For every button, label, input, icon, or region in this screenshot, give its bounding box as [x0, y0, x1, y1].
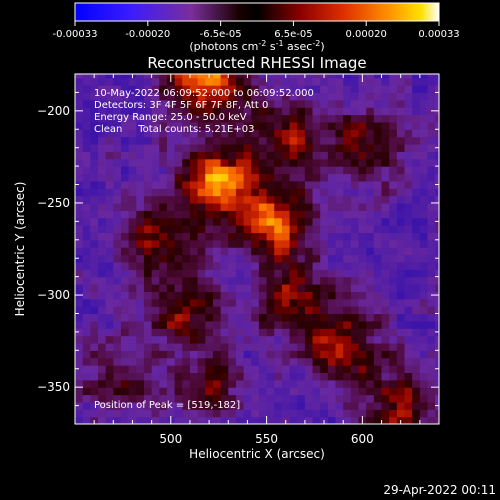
x-tick-label: 550 [255, 432, 278, 446]
annotation-detectors: Detectors: 3F 4F 5F 6F 7F 8F, Att 0 [94, 100, 268, 111]
annotation-clean: Clean Total counts: 5.21E+03 [94, 124, 254, 135]
colorbar-ticks: -0.00033 -0.00020 -6.5e-05 6.5e-05 0.00020 0.… [53, 21, 460, 40]
y-tick-label: −200 [37, 104, 70, 118]
heatmap-image [75, 74, 439, 424]
y-axis: −200 −250 −300 −350 [37, 73, 439, 407]
plot-frame [74, 73, 440, 425]
peak-position-label: Position of Peak = [519,-182] [94, 400, 240, 411]
x-axis: 500 550 600 [93, 74, 440, 446]
y-axis-label: Heliocentric Y (arcsec) [13, 182, 27, 317]
annotation-energy: Energy Range: 25.0 - 50.0 keV [94, 112, 247, 123]
annotation-time: 10-May-2022 06:09:52.000 to 06:09:52.000 [94, 88, 314, 99]
x-axis-label: Heliocentric X (arcsec) [189, 447, 325, 461]
colorbar-unit: (photons cm-2 s-1 asec-2) [189, 39, 324, 54]
x-tick-label: 500 [159, 432, 182, 446]
y-tick-label: −250 [37, 196, 70, 210]
colorbar-tick-label: -0.00020 [125, 29, 170, 40]
colorbar-tick-label: 6.5e-05 [274, 29, 312, 40]
colorbar-tick-label: 0.00020 [346, 29, 387, 40]
observation-info: 10-May-2022 06:09:52.000 to 06:09:52.000… [94, 88, 314, 135]
colorbar-tick-label: -0.00033 [53, 29, 98, 40]
chart-title: Reconstructed RHESSI Image [147, 54, 366, 72]
y-tick-label: −300 [37, 288, 70, 302]
x-tick-label: 600 [351, 432, 374, 446]
colorbar-tick-label: -6.5e-05 [200, 29, 242, 40]
colorbar-tick-label: 0.00033 [418, 29, 459, 40]
colorbar: -0.00033 -0.00020 -6.5e-05 6.5e-05 0.00020 0.… [53, 2, 460, 54]
footer-timestamp: 29-Apr-2022 00:11 [383, 483, 496, 497]
y-tick-label: −350 [37, 380, 70, 394]
colorbar-gradient [74, 2, 440, 22]
